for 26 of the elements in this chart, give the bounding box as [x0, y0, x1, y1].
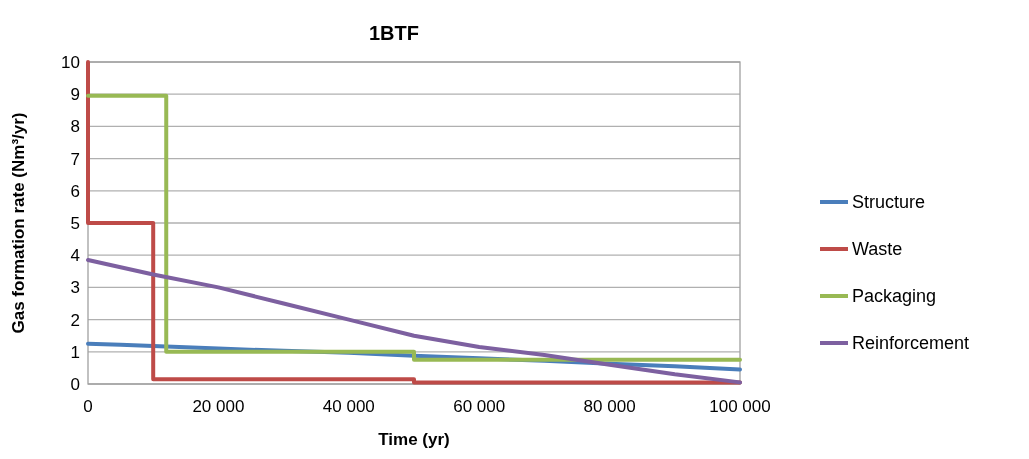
- y-axis-title: Gas formation rate (Nm³/yr): [9, 112, 28, 334]
- y-tick-label: 10: [61, 52, 80, 72]
- x-tick-label: 80 000: [583, 397, 636, 416]
- y-tick-label: 4: [70, 246, 80, 266]
- x-axis-title: Time (yr): [378, 430, 450, 449]
- x-tick-label: 0: [83, 397, 93, 416]
- chart-title: 1BTF: [369, 22, 419, 44]
- y-tick-label: 7: [70, 149, 80, 169]
- y-tick-label: 8: [70, 117, 80, 137]
- x-tick-label: 60 000: [453, 397, 506, 416]
- y-tick-label: 5: [70, 213, 80, 233]
- x-tick-label: 100 000: [709, 397, 771, 416]
- y-tick-label: 1: [70, 342, 80, 362]
- legend-label: Reinforcement: [852, 333, 970, 354]
- y-tick-label: 2: [70, 310, 80, 330]
- legend-label: Packaging: [852, 286, 937, 307]
- y-tick-label: 3: [70, 278, 80, 298]
- x-tick-label: 40 000: [322, 397, 375, 416]
- legend-label: Waste: [852, 239, 903, 260]
- line-series: [86, 60, 742, 385]
- line-series: [86, 258, 742, 385]
- y-tick-label: 6: [70, 181, 80, 201]
- y-tick-label: 9: [70, 85, 80, 105]
- x-tick-label: 20 000: [192, 397, 245, 416]
- y-tick-label: 0: [70, 374, 80, 394]
- legend-label: Structure: [852, 192, 926, 213]
